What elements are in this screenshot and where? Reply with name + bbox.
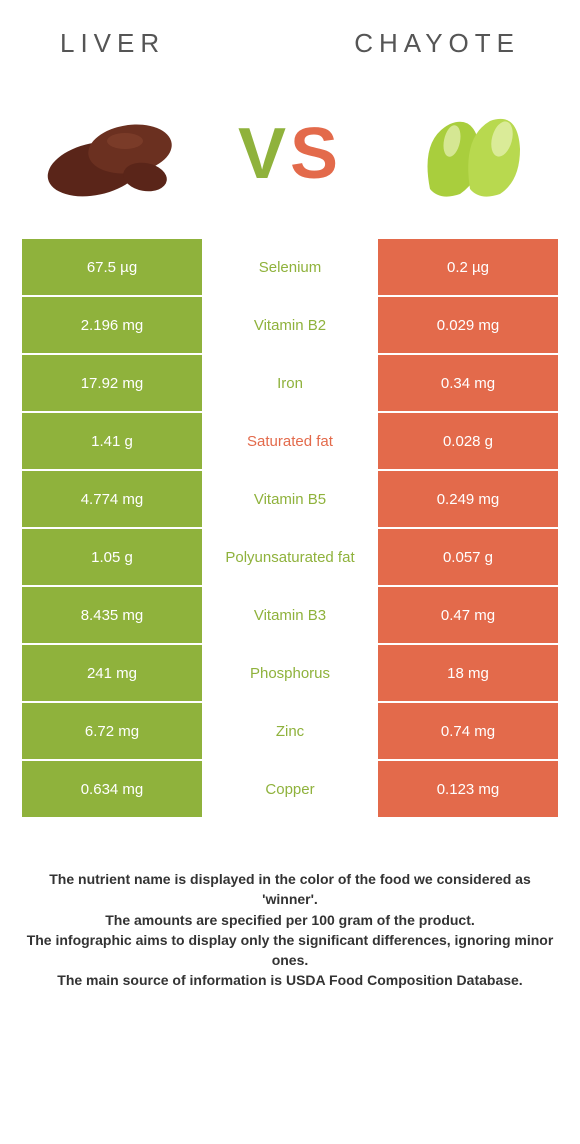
- right-value: 18 mg: [378, 645, 558, 701]
- right-value: 0.74 mg: [378, 703, 558, 759]
- left-value: 8.435 mg: [22, 587, 202, 643]
- nutrient-label: Phosphorus: [202, 645, 378, 701]
- footnote-line: The nutrient name is displayed in the co…: [22, 869, 558, 910]
- left-value: 67.5 µg: [22, 239, 202, 295]
- nutrient-label: Copper: [202, 761, 378, 817]
- table-row: 6.72 mgZinc0.74 mg: [22, 703, 558, 759]
- right-food-title: Chayote: [354, 28, 520, 59]
- table-row: 1.41 gSaturated fat0.028 g: [22, 413, 558, 469]
- table-row: 241 mgPhosphorus18 mg: [22, 645, 558, 701]
- table-row: 0.634 mgCopper0.123 mg: [22, 761, 558, 817]
- table-row: 2.196 mgVitamin B20.029 mg: [22, 297, 558, 353]
- right-value: 0.249 mg: [378, 471, 558, 527]
- left-food-title: Liver: [60, 28, 165, 59]
- left-value: 17.92 mg: [22, 355, 202, 411]
- table-row: 4.774 mgVitamin B50.249 mg: [22, 471, 558, 527]
- vs-row: VS: [0, 69, 580, 239]
- footnotes: The nutrient name is displayed in the co…: [0, 819, 580, 991]
- nutrient-label: Saturated fat: [202, 413, 378, 469]
- right-value: 0.123 mg: [378, 761, 558, 817]
- comparison-table: 67.5 µgSelenium0.2 µg2.196 mgVitamin B20…: [0, 239, 580, 817]
- nutrient-label: Vitamin B2: [202, 297, 378, 353]
- right-value: 0.47 mg: [378, 587, 558, 643]
- footnote-line: The main source of information is USDA F…: [22, 970, 558, 990]
- table-row: 67.5 µgSelenium0.2 µg: [22, 239, 558, 295]
- nutrient-label: Polyunsaturated fat: [202, 529, 378, 585]
- right-value: 0.2 µg: [378, 239, 558, 295]
- chayote-image: [390, 99, 540, 209]
- table-row: 8.435 mgVitamin B30.47 mg: [22, 587, 558, 643]
- vs-s: S: [290, 113, 342, 195]
- right-value: 0.34 mg: [378, 355, 558, 411]
- nutrient-label: Vitamin B5: [202, 471, 378, 527]
- left-value: 6.72 mg: [22, 703, 202, 759]
- table-row: 17.92 mgIron0.34 mg: [22, 355, 558, 411]
- left-value: 1.41 g: [22, 413, 202, 469]
- header: Liver Chayote: [0, 0, 580, 69]
- table-row: 1.05 gPolyunsaturated fat0.057 g: [22, 529, 558, 585]
- right-value: 0.029 mg: [378, 297, 558, 353]
- left-value: 241 mg: [22, 645, 202, 701]
- left-value: 1.05 g: [22, 529, 202, 585]
- left-value: 4.774 mg: [22, 471, 202, 527]
- liver-image: [40, 99, 190, 209]
- nutrient-label: Zinc: [202, 703, 378, 759]
- footnote-line: The infographic aims to display only the…: [22, 930, 558, 971]
- nutrient-label: Vitamin B3: [202, 587, 378, 643]
- left-value: 0.634 mg: [22, 761, 202, 817]
- right-value: 0.057 g: [378, 529, 558, 585]
- vs-v: V: [238, 113, 290, 195]
- vs-label: VS: [238, 113, 342, 195]
- right-value: 0.028 g: [378, 413, 558, 469]
- footnote-line: The amounts are specified per 100 gram o…: [22, 910, 558, 930]
- nutrient-label: Selenium: [202, 239, 378, 295]
- nutrient-label: Iron: [202, 355, 378, 411]
- left-value: 2.196 mg: [22, 297, 202, 353]
